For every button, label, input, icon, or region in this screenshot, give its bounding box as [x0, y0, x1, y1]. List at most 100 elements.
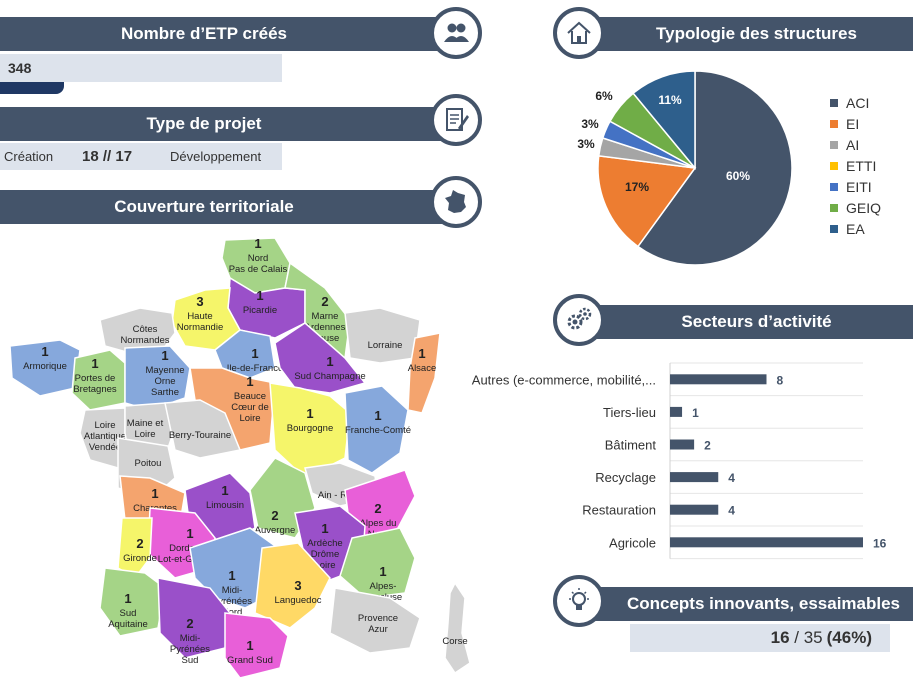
- typologie-title: Typologie des structures: [656, 24, 857, 43]
- bar-value-label-tiers-lieu: 1: [692, 406, 699, 420]
- projet-ratio: 18 // 17: [82, 148, 133, 165]
- bar-restauration: [670, 504, 719, 515]
- region-label-nord-pas-de-calais: Nord Pas de Calais: [229, 253, 288, 275]
- document-pen-icon: [430, 94, 482, 146]
- secteurs-title: Secteurs d’activité: [681, 312, 832, 331]
- region-label-marne-ardennes-meuse: Marne Ardennes Meuse: [305, 311, 346, 344]
- legend-item-aci: ACI: [830, 95, 869, 111]
- concepts-value-a: 16: [770, 628, 790, 647]
- region-label-alsace: Alsace: [408, 363, 437, 374]
- region-label-loire-atlantique-vendee: Loire Atlantique Vendée: [84, 420, 126, 453]
- region-label-midi-pyrenees-sud: Midi-Pyrénées Sud: [170, 633, 210, 666]
- region-shape-sud-aquitaine: [99, 567, 166, 637]
- france-map: 1 Nord Pas de Calais 1 Picardie 3 Haute Normand…: [9, 236, 470, 678]
- pie-label-ai: 3%: [577, 137, 595, 151]
- concepts-title: Concepts innovants, essaimables: [626, 594, 901, 613]
- etp-title: Nombre d’ETP créés: [121, 24, 287, 43]
- region-label-sud-aquitaine: Sud Aquitaine: [108, 608, 148, 630]
- region-shape-alsace: [407, 332, 441, 414]
- bar-value-label-agricole: 16: [873, 536, 887, 550]
- legend-item-eiti: EITI: [830, 179, 872, 195]
- region-shape-cotes-normandes: [99, 307, 176, 354]
- pie-slice-aci: [636, 70, 793, 266]
- region-count-auvergne: 2: [271, 508, 278, 523]
- bar-category-label-recyclage: Recyclage: [595, 470, 656, 485]
- legend-item-geiq: GEIQ: [830, 200, 881, 216]
- region-label-franche-comte: Franche-Comté: [345, 425, 411, 436]
- bar-category-label-autres-e-commerce-mobilite: Autres (e-commerce, mobilité,...: [472, 372, 656, 387]
- region-label-gironde: Gironde: [123, 553, 157, 564]
- concepts-sep: /: [789, 628, 804, 647]
- region-count-midi-pyrenees-nord: 1: [228, 568, 235, 583]
- legend-swatch: [830, 162, 838, 170]
- region-shape-provence-azur: [329, 587, 421, 654]
- legend-swatch: [830, 99, 838, 107]
- region-label-maine-et-loire: Maine et Loire: [127, 418, 164, 440]
- bar-tiers-lieu: [670, 406, 683, 417]
- pie-label-geiq: 6%: [595, 89, 613, 103]
- region-count-midi-pyrenees-sud: 2: [186, 616, 193, 631]
- region-label-bourgogne: Bourgogne: [287, 423, 333, 434]
- region-count-picardie: 1: [256, 288, 263, 303]
- region-count-charentes: 1: [151, 486, 158, 501]
- concepts-banner: Concepts innovants, essaimables: [580, 587, 913, 621]
- region-label-beauce-c-ur-de-loire: Beauce Cœur de Loire: [231, 391, 268, 424]
- region-count-haute-normandie: 3: [196, 294, 203, 309]
- region-shape-languedoc: [254, 542, 331, 629]
- region-label-sud-champagne: Sud Champagne: [294, 371, 365, 382]
- region-label-armorique: Armorique: [23, 361, 67, 372]
- region-count-armorique: 1: [41, 344, 48, 359]
- region-label-languedoc: Languedoc: [274, 595, 321, 606]
- region-shape-corse: [444, 581, 470, 675]
- region-label-berry-touraine: Berry-Touraine: [169, 430, 231, 441]
- territoire-banner: Couverture territoriale: [0, 190, 448, 224]
- typology-pie-chart: 60% 17% 3% 3% 6% 11%: [577, 70, 793, 266]
- lightbulb-icon: [553, 575, 605, 627]
- pie-label-eiti: 3%: [581, 117, 599, 131]
- etp-value-bar: 348: [0, 54, 282, 82]
- legend-item-ea: EA: [830, 221, 865, 237]
- region-count-nord-pas-de-calais: 1: [254, 236, 261, 251]
- region-shape-grand-sud: [224, 612, 289, 678]
- people-icon: [430, 7, 482, 59]
- typology-legend: ACI EI AI ETTI EITI GEIQ EA: [830, 95, 910, 245]
- region-label-ain-rhone: Ain - Rhône: [318, 490, 368, 501]
- region-count-gironde: 2: [136, 536, 143, 551]
- projet-creation-label: Création: [4, 149, 54, 164]
- bar-category-label-agricole: Agricole: [609, 535, 656, 550]
- legend-label: EI: [846, 116, 860, 132]
- concepts-value-bar: 16 / 35 (46%): [630, 624, 890, 652]
- legend-label: GEIQ: [846, 200, 882, 216]
- region-count-alsace: 1: [418, 346, 425, 361]
- legend-label: EITI: [846, 179, 872, 195]
- region-label-cotes-normandes: Côtes Normandes: [120, 324, 169, 346]
- house-icon: [553, 7, 605, 59]
- legend-swatch: [830, 141, 838, 149]
- region-label-picardie: Picardie: [243, 305, 277, 316]
- region-label-auvergne: Auvergne: [255, 525, 296, 536]
- legend-swatch: [830, 120, 838, 128]
- region-count-limousin: 1: [221, 483, 228, 498]
- region-label-limousin: Limousin: [206, 500, 244, 511]
- region-count-grand-sud: 1: [246, 638, 253, 653]
- region-count-beauce-c-ur-de-loire: 1: [246, 374, 253, 389]
- bar-category-label-restauration: Restauration: [582, 503, 656, 518]
- legend-item-ei: EI: [830, 116, 859, 132]
- legend-swatch: [830, 183, 838, 191]
- projet-developpement-label: Développement: [170, 149, 262, 164]
- region-label-provence-azur: Provence Azur: [358, 613, 398, 635]
- region-shape-sud-champagne: [274, 322, 367, 394]
- region-label-corse: Corse: [442, 636, 467, 647]
- region-shape-gironde: [117, 517, 153, 579]
- legend-item-etti: ETTI: [830, 158, 876, 174]
- pie-label-ei: 17%: [625, 180, 649, 194]
- region-count-franche-comte: 1: [374, 408, 381, 423]
- region-count-dordogne-lot-et-garonne: 1: [186, 526, 193, 541]
- region-label-ardeche-drome-loire: Ardèche Drôme Loire: [307, 538, 342, 571]
- region-label-midi-pyrenees-nord: Midi-Pyrénées Nord: [212, 585, 252, 618]
- secteurs-banner: Secteurs d’activité: [580, 305, 913, 339]
- region-shape-alpes-vaucluse: [339, 527, 416, 599]
- region-count-bourgogne: 1: [306, 406, 313, 421]
- bar-recyclage: [670, 472, 719, 483]
- sectors-bar-chart: Autres (e-commerce, mobilité,... 8 Tiers-l…: [472, 362, 887, 560]
